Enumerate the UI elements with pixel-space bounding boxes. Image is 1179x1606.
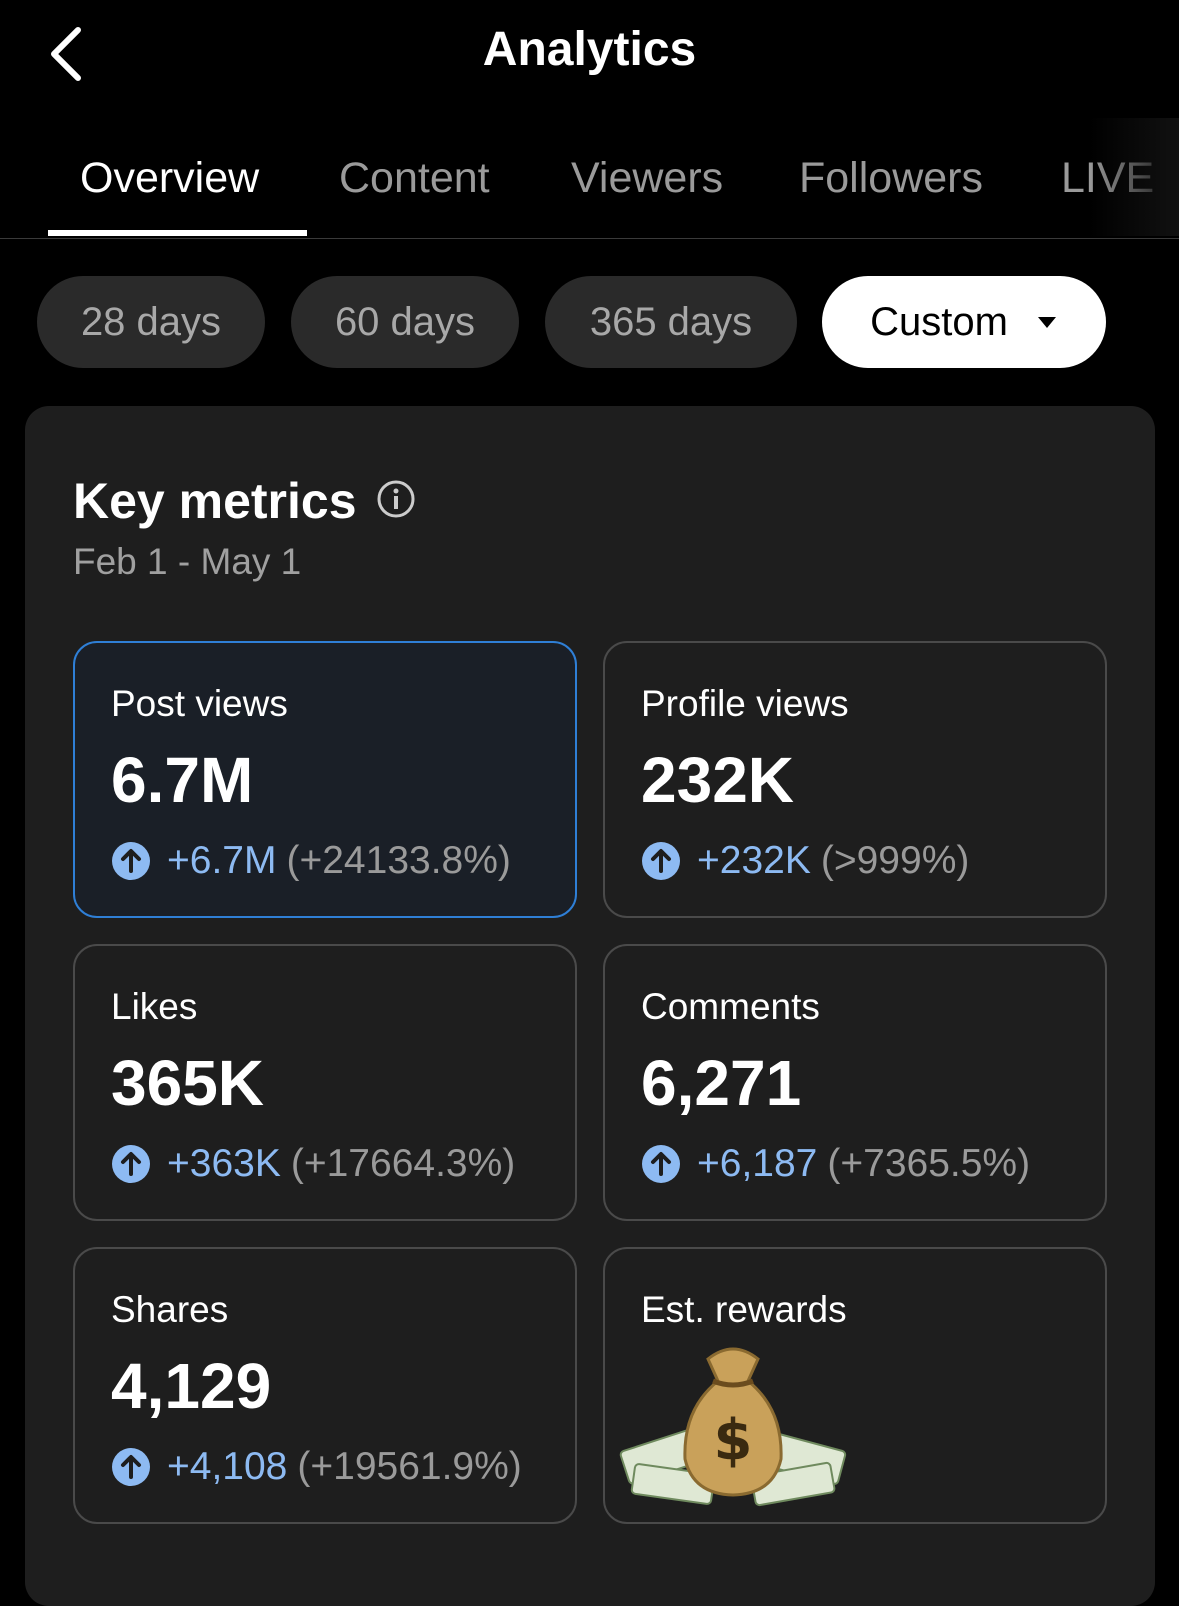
date-range: Feb 1 - May 1 [73, 541, 302, 582]
metric-card[interactable]: Est. rewards $ [603, 1247, 1107, 1524]
tab[interactable]: Followers [799, 154, 983, 202]
period-chip[interactable]: 28 days [37, 276, 265, 368]
metric-label: Shares [111, 1289, 229, 1330]
metric-card[interactable]: Comments 6,271 +6,187 (+7365.5%) [603, 944, 1107, 1221]
change-percent: (+17664.3%) [290, 1142, 516, 1185]
period-chip[interactable]: Custom [822, 276, 1106, 368]
metric-label: Post views [111, 683, 288, 724]
chip-label: 60 days [334, 299, 476, 344]
metric-change: +4,108 (+19561.9%) [111, 1445, 522, 1489]
metric-label: Est. rewards [641, 1289, 847, 1330]
metric-change: +363K (+17664.3%) [111, 1142, 515, 1186]
metric-change: +6,187 (+7365.5%) [641, 1142, 1030, 1186]
tab-fade [1089, 118, 1179, 236]
metric-value: 4,129 [111, 1350, 272, 1422]
period-chip[interactable]: 60 days [291, 276, 519, 368]
change-percent: (+24133.8%) [286, 839, 511, 882]
metric-value: 6,271 [641, 1047, 802, 1119]
metric-label: Comments [641, 986, 820, 1027]
metric-value: 365K [111, 1047, 264, 1119]
metric-label: Profile views [641, 683, 849, 724]
change-value: +6,187 [697, 1142, 818, 1185]
tab[interactable]: Content [339, 154, 490, 202]
up-arrow-icon [642, 842, 680, 880]
period-chip[interactable]: 365 days [545, 276, 797, 368]
metric-label: Likes [111, 986, 198, 1027]
metric-value: 6.7M [111, 744, 254, 816]
change-percent: (+7365.5%) [827, 1142, 1031, 1185]
up-arrow-icon [642, 1145, 680, 1183]
page: Analytics Overview Content Viewers Follower… [0, 23, 1179, 1606]
metric-change: +232K (>999%) [641, 839, 969, 883]
metric-card[interactable]: Shares 4,129 +4,108 (+19561.9%) [73, 1247, 577, 1524]
tab[interactable]: Viewers [571, 154, 724, 202]
svg-text:$: $ [714, 1408, 753, 1473]
metric-card[interactable]: Profile views 232K +232K (>999%) [603, 641, 1107, 918]
info-icon[interactable] [376, 479, 416, 519]
tab[interactable]: Overview [80, 154, 260, 202]
tab-indicator [48, 230, 307, 236]
chip-label: Custom [870, 299, 1008, 344]
change-value: +6.7M [167, 839, 277, 882]
change-percent: (>999%) [820, 839, 970, 882]
page-title: Analytics [482, 23, 697, 76]
metric-change: +6.7M (+24133.8%) [111, 839, 511, 883]
metric-card[interactable]: Likes 365K +363K (+17664.3%) [73, 944, 577, 1221]
up-arrow-icon [112, 1145, 150, 1183]
dropdown-arrow [1037, 317, 1056, 328]
change-value: +232K [697, 839, 811, 882]
change-value: +4,108 [167, 1445, 288, 1488]
money-bag-image: $ [619, 1347, 847, 1507]
metric-value: 232K [641, 744, 794, 816]
metric-card[interactable]: Post views 6.7M +6.7M (+24133.8%) [73, 641, 577, 918]
chip-label: 365 days [589, 299, 753, 344]
section-title: Key metrics [73, 473, 357, 529]
change-value: +363K [167, 1142, 281, 1185]
up-arrow-icon [112, 842, 150, 880]
metrics-panel [25, 406, 1155, 1606]
change-percent: (+19561.9%) [297, 1445, 522, 1488]
tab-bar: OverviewContentViewersFollowersLIVE [0, 118, 1179, 239]
up-arrow-icon [112, 1448, 150, 1486]
chip-label: 28 days [80, 299, 222, 344]
back-button[interactable] [44, 24, 88, 84]
